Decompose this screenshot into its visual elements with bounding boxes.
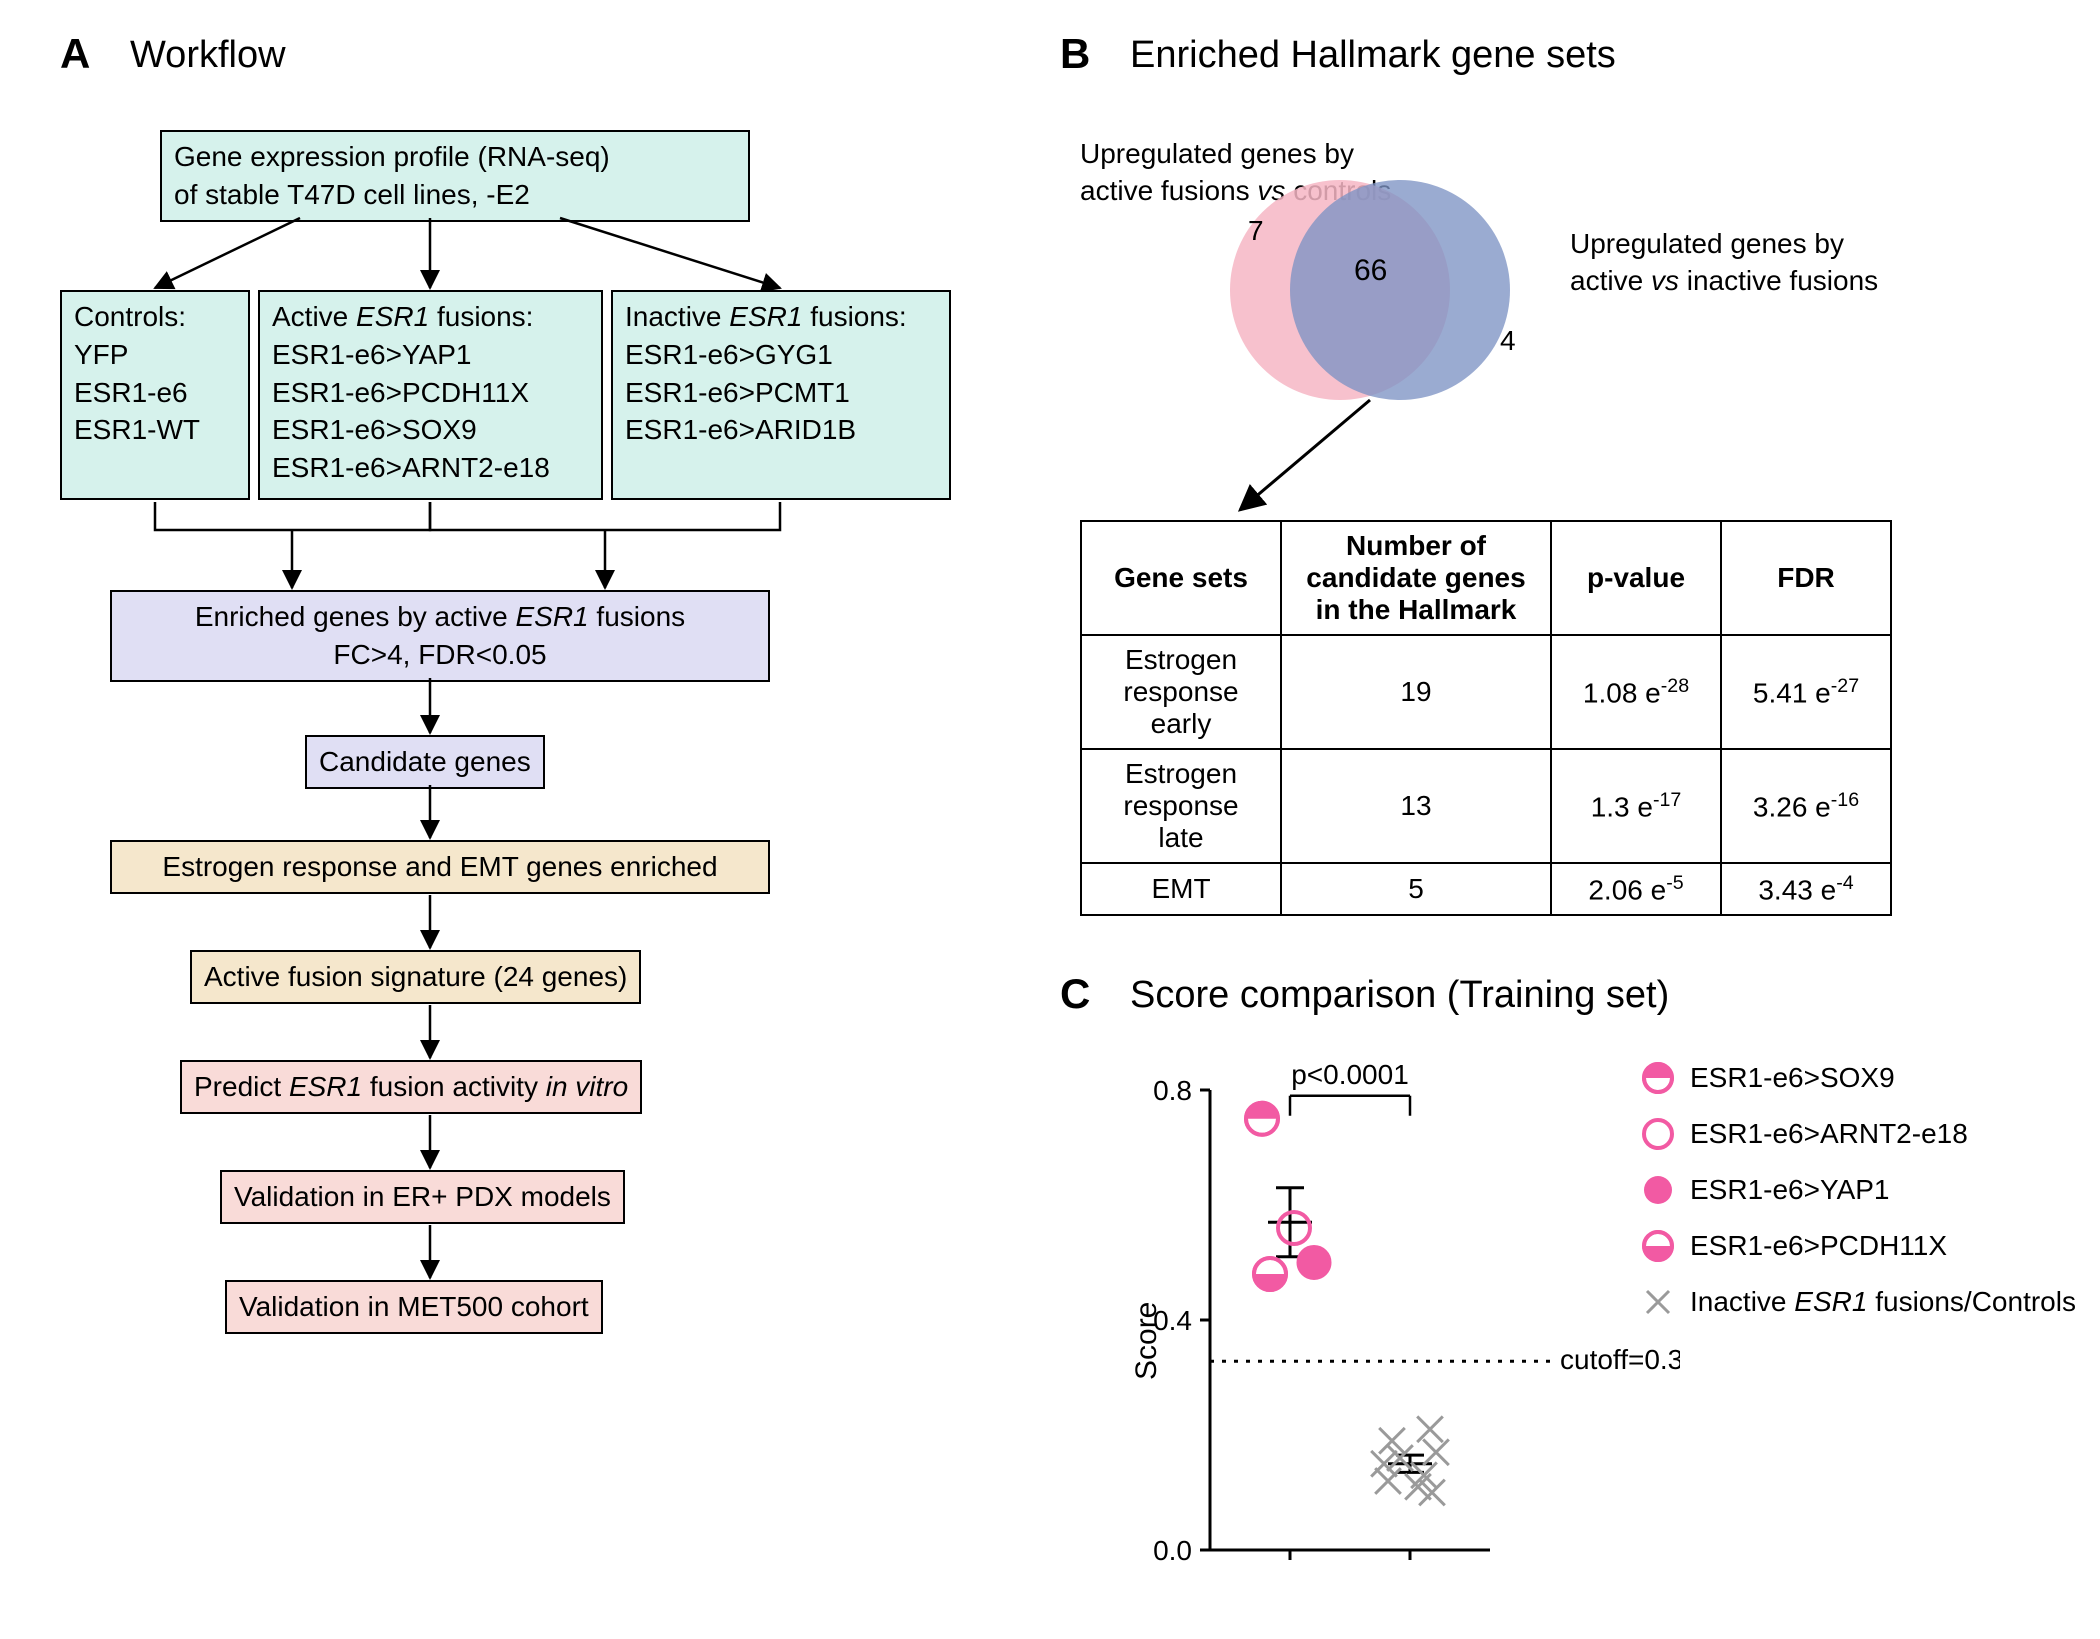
hallmark-table: Gene sets Number of candidate genes in t… [1080,520,1892,916]
flow-text: Validation in MET500 cohort [239,1291,589,1322]
cell-count: 19 [1281,635,1551,749]
legend-item: ESR1-e6>PCDH11X [1640,1228,1947,1264]
cell-geneset: Estrogen responseearly [1081,635,1281,749]
flow-text: Candidate genes [319,746,531,777]
cell-pvalue: 1.08 e-28 [1551,635,1721,749]
cell-geneset: Estrogen responselate [1081,749,1281,863]
flow-box-met500: Validation in MET500 cohort [225,1280,603,1334]
flow-text: Validation in ER+ PDX models [234,1181,611,1212]
legend-label: ESR1-e6>SOX9 [1690,1062,1895,1094]
cell-fdr: 3.43 e-4 [1721,863,1891,915]
table-row: Estrogen responselate131.3 e-173.26 e-16 [1081,749,1891,863]
flow-text: Gene expression profile (RNA-seq) of sta… [174,141,610,210]
th-pvalue: p-value [1551,521,1721,635]
cell-fdr: 3.26 e-16 [1721,749,1891,863]
cell-count: 5 [1281,863,1551,915]
flow-body: ESR1-e6>YAP1 ESR1-e6>PCDH11X ESR1-e6>SOX… [272,339,550,483]
legend-item: ESR1-e6>SOX9 [1640,1060,1895,1096]
legend-label: Inactive ESR1 fusions/Controls [1690,1286,2076,1318]
legend-label: ESR1-e6>PCDH11X [1690,1230,1947,1262]
flow-box-candidate: Candidate genes [305,735,545,789]
flow-text: Predict ESR1 fusion activity in vitro [194,1071,628,1102]
flow-body: YFP ESR1-e6 ESR1-WT [74,339,200,446]
flow-text: Active fusion signature (24 genes) [204,961,627,992]
legend-marker-icon [1640,1228,1676,1264]
svg-text:cutoff=0.3283: cutoff=0.3283 [1560,1344,1680,1375]
flow-box-signature: Active fusion signature (24 genes) [190,950,641,1004]
panel-a-label: A [60,30,90,78]
flow-box-predict: Predict ESR1 fusion activity in vitro [180,1060,642,1114]
legend-label: ESR1-e6>ARNT2-e18 [1690,1118,1968,1150]
cell-pvalue: 2.06 e-5 [1551,863,1721,915]
panel-b-title: Enriched Hallmark gene sets [1130,34,1616,77]
panel-c-label: C [1060,970,1090,1018]
table-row: Estrogen responseearly191.08 e-285.41 e-… [1081,635,1891,749]
panel-b-label: B [1060,30,1090,78]
flow-head: Controls: [74,301,186,332]
th-gene-sets: Gene sets [1081,521,1281,635]
panel-c-title: Score comparison (Training set) [1130,974,1669,1017]
svg-text:0.0: 0.0 [1153,1535,1192,1566]
flow-text: Estrogen response and EMT genes enriched [162,851,717,882]
th-fdr: FDR [1721,521,1891,635]
y-axis-label: Score [1130,1302,1164,1380]
svg-text:0.8: 0.8 [1153,1075,1192,1106]
flow-box-controls: Controls: YFP ESR1-e6 ESR1-WT [60,290,250,500]
legend-marker-icon [1640,1172,1676,1208]
legend-marker-icon [1640,1060,1676,1096]
legend-marker-icon [1640,1116,1676,1152]
legend-label: ESR1-e6>YAP1 [1690,1174,1890,1206]
venn-right-n: 4 [1500,325,1516,356]
flow-head: Inactive ESR1 fusions: [625,301,907,332]
legend-item: Inactive ESR1 fusions/Controls [1640,1284,2076,1320]
flow-box-estrogen: Estrogen response and EMT genes enriched [110,840,770,894]
score-chart: 0.00.40.8cutoff=0.3283p<0.0001 [1120,1050,1680,1610]
flow-text: Enriched genes by active ESR1 fusions FC… [195,601,685,670]
table-row: EMT52.06 e-53.43 e-4 [1081,863,1891,915]
flow-head: Active ESR1 fusions: [272,301,533,332]
venn-left-n: 7 [1248,215,1264,246]
venn-right-label: Upregulated genes byactive vs inactive f… [1570,190,1878,299]
flow-box-inactive: Inactive ESR1 fusions: ESR1-e6>GYG1 ESR1… [611,290,951,500]
legend-item: ESR1-e6>ARNT2-e18 [1640,1116,1968,1152]
th-count: Number of candidate genes in the Hallmar… [1281,521,1551,635]
table-header-row: Gene sets Number of candidate genes in t… [1081,521,1891,635]
flow-body: ESR1-e6>GYG1 ESR1-e6>PCMT1 ESR1-e6>ARID1… [625,339,856,446]
legend-item: ESR1-e6>YAP1 [1640,1172,1890,1208]
flow-box-active: Active ESR1 fusions: ESR1-e6>YAP1 ESR1-e… [258,290,603,500]
flow-box-pdx: Validation in ER+ PDX models [220,1170,625,1224]
flow-box-enriched: Enriched genes by active ESR1 fusions FC… [110,590,770,682]
panel-a-title: Workflow [130,34,286,77]
venn-overlap-n: 66 [1354,254,1387,287]
cell-fdr: 5.41 e-27 [1721,635,1891,749]
flow-box-top: Gene expression profile (RNA-seq) of sta… [160,130,750,222]
venn-left-label: Upregulated genes byactive fusions vs co… [1080,100,1391,209]
legend-marker-icon [1640,1284,1676,1320]
cell-geneset: EMT [1081,863,1281,915]
venn-diagram: 7 66 4 [1080,150,2040,550]
cell-count: 13 [1281,749,1551,863]
cell-pvalue: 1.3 e-17 [1551,749,1721,863]
svg-text:p<0.0001: p<0.0001 [1291,1059,1409,1090]
